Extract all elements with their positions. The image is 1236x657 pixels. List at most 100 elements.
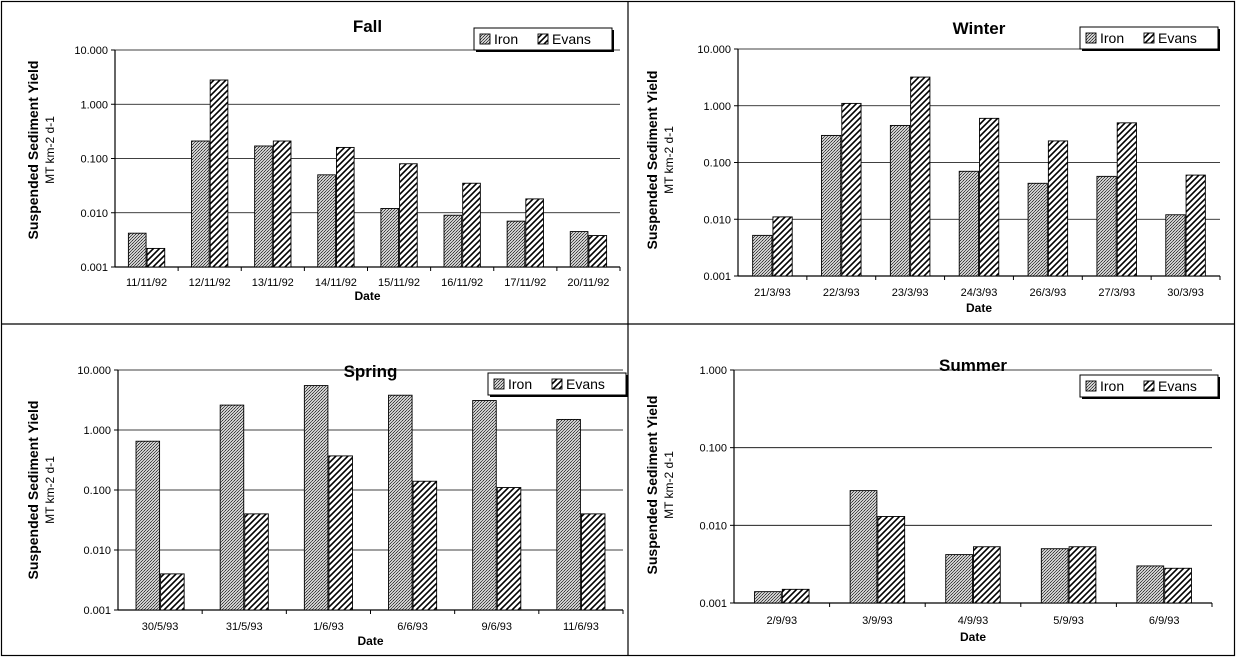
- legend-swatch-iron: [479, 33, 491, 45]
- legend-label-iron: Iron: [508, 376, 532, 392]
- bar-iron-9-6-93: [472, 400, 497, 611]
- legend-swatch-iron: [1085, 32, 1097, 44]
- y-axis-label: Suspended Sediment Yield: [644, 71, 660, 250]
- bar-evans-4-9-93: [973, 546, 1001, 604]
- bar-evans-14-11-92: [335, 146, 355, 268]
- legend-label-iron: Iron: [1100, 378, 1124, 394]
- bar-evans-22-3-93: [841, 102, 862, 277]
- bar-evans-1-6-93: [328, 455, 353, 611]
- x-tick-label: 20/11/92: [567, 277, 609, 289]
- y-axis-label: Suspended Sediment Yield: [25, 61, 41, 240]
- bar-iron-27-3-93: [1096, 175, 1117, 277]
- bar-iron-5-9-93: [1040, 548, 1069, 604]
- x-tick-label: 2/9/93: [767, 615, 798, 627]
- x-tick-label: 9/6/93: [481, 621, 512, 633]
- x-axis-label: Date: [357, 634, 383, 648]
- legend-swatch-evans: [551, 378, 563, 390]
- bar-iron-4-9-93: [945, 554, 973, 604]
- x-tick-label: 26/3/93: [1030, 287, 1067, 299]
- bar-iron-30-5-93: [135, 440, 161, 611]
- bar-evans-12-11-92: [209, 79, 229, 268]
- legend-label-iron: Iron: [1100, 30, 1124, 46]
- x-tick-label: 5/9/93: [1053, 615, 1084, 627]
- legend-label-evans: Evans: [1158, 378, 1197, 394]
- chart-title: Summer: [939, 356, 1007, 375]
- bar-evans-24-3-93: [979, 117, 1000, 277]
- bar-iron-23-3-93: [889, 124, 911, 277]
- y-axis-label: Suspended Sediment Yield: [644, 396, 660, 575]
- bar-iron-22-3-93: [821, 134, 842, 277]
- bar-iron-14-11-92: [317, 174, 336, 268]
- legend-label-evans: Evans: [566, 376, 605, 392]
- chart-title: Spring: [344, 362, 398, 381]
- x-axis-label: Date: [960, 630, 986, 644]
- y-tick-label: 0.010: [83, 545, 111, 557]
- legend: Iron Evans: [473, 27, 614, 52]
- x-tick-label: 1/6/93: [313, 621, 344, 633]
- bar-evans-30-3-93: [1185, 174, 1206, 277]
- bar-evans-16-11-92: [462, 182, 481, 268]
- x-tick-label: 23/3/93: [892, 287, 929, 299]
- chart-summer-panel: Summer Suspended Sediment Yield MT km-2 d-…: [644, 356, 1220, 644]
- bar-evans-27-3-93: [1116, 122, 1137, 277]
- bar-iron-16-11-92: [443, 214, 463, 268]
- bar-evans-3-9-93: [877, 516, 906, 604]
- bar-iron-15-11-92: [380, 208, 400, 268]
- chart-title: Fall: [353, 17, 382, 36]
- x-tick-label: 13/11/92: [252, 277, 294, 289]
- x-tick-label: 17/11/92: [504, 277, 546, 289]
- y-tick-label: 0.001: [83, 605, 111, 617]
- legend-swatch-evans: [537, 33, 549, 45]
- bar-evans-31-5-93: [244, 513, 269, 611]
- x-tick-label: 3/9/93: [862, 615, 893, 627]
- bar-evans-21-3-93: [772, 216, 793, 277]
- legend: Iron Evans: [487, 372, 628, 397]
- bar-evans-6-6-93: [412, 480, 438, 611]
- bar-iron-31-5-93: [219, 404, 245, 611]
- x-tick-label: 12/11/92: [189, 277, 231, 289]
- bar-iron-11-6-93: [556, 418, 581, 611]
- bar-evans-2-9-93: [781, 588, 810, 604]
- bar-iron-21-3-93: [752, 234, 773, 277]
- chart-title: Winter: [953, 19, 1006, 38]
- x-tick-label: 22/3/93: [823, 287, 860, 299]
- y-axis-unit: MT km-2 d-1: [662, 126, 676, 194]
- bar-evans-20-11-92: [588, 235, 608, 268]
- bar-iron-11-11-92: [127, 232, 147, 268]
- x-tick-label: 30/5/93: [142, 621, 179, 633]
- x-tick-label: 31/5/93: [226, 621, 263, 633]
- bar-iron-17-11-92: [506, 220, 526, 268]
- legend: Iron Evans: [1079, 374, 1220, 399]
- x-tick-label: 24/3/93: [961, 287, 998, 299]
- x-tick-label: 6/9/93: [1149, 615, 1180, 627]
- bar-evans-9-6-93: [496, 487, 522, 611]
- y-tick-label: 10.000: [697, 44, 731, 56]
- y-tick-label: 1.000: [80, 99, 108, 111]
- legend-swatch-evans: [1143, 32, 1155, 44]
- x-tick-label: 27/3/93: [1098, 287, 1135, 299]
- y-tick-label: 0.001: [80, 262, 108, 274]
- legend-swatch-evans: [1143, 380, 1155, 392]
- y-tick-label: 0.001: [703, 271, 731, 283]
- chart-fall-panel: Fall Suspended Sediment Yield MT km-2 d-1 0…: [25, 17, 621, 303]
- bar-iron-26-3-93: [1027, 182, 1048, 277]
- x-axis-label: Date: [354, 289, 380, 303]
- y-tick-label: 10.000: [74, 45, 108, 57]
- y-axis-unit: MT km-2 d-1: [662, 451, 676, 519]
- bar-iron-1-6-93: [303, 385, 329, 611]
- legend-label-evans: Evans: [1158, 30, 1197, 46]
- y-axis-label: Suspended Sediment Yield: [25, 401, 41, 580]
- bar-iron-3-9-93: [849, 490, 878, 604]
- y-tick-label: 0.100: [703, 158, 731, 170]
- legend-label-evans: Evans: [552, 31, 591, 47]
- bar-evans-17-11-92: [525, 198, 544, 268]
- y-tick-label: 0.010: [80, 208, 108, 220]
- legend: Iron Evans: [1079, 26, 1220, 51]
- bar-iron-2-9-93: [754, 591, 782, 604]
- x-tick-label: 11/11/92: [126, 277, 167, 289]
- legend-swatch-iron: [493, 378, 505, 390]
- bar-evans-11-6-93: [580, 513, 606, 611]
- y-tick-label: 0.010: [703, 214, 731, 226]
